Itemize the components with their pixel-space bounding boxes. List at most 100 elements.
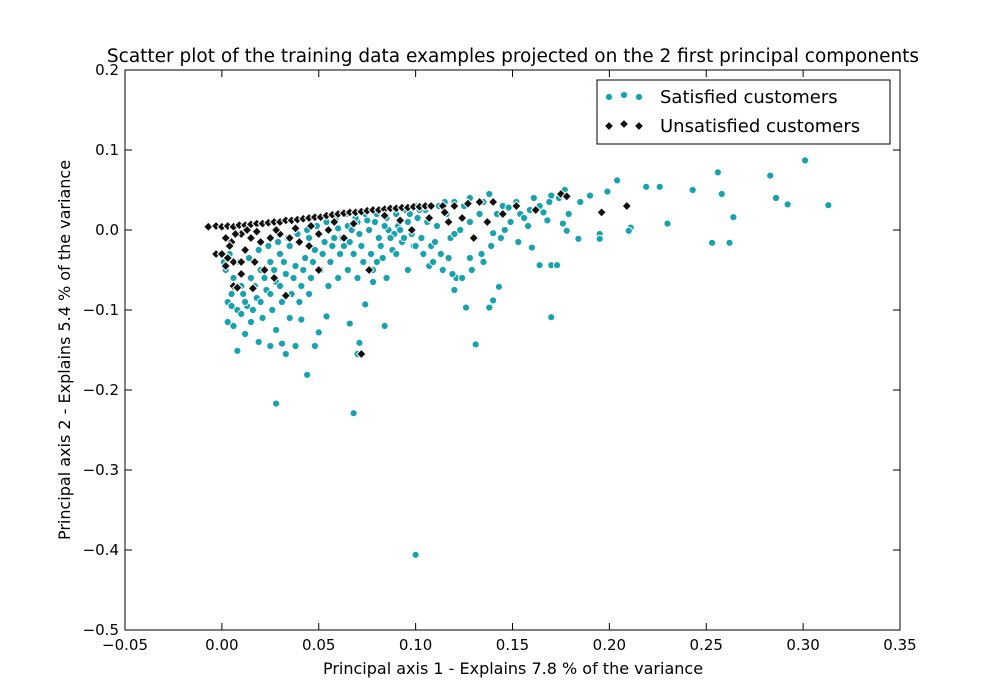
data-point <box>465 253 474 263</box>
data-point <box>273 237 283 247</box>
data-point <box>268 272 280 284</box>
data-point <box>328 241 337 251</box>
data-point <box>552 261 562 270</box>
data-point <box>353 273 362 283</box>
data-point <box>223 317 232 327</box>
y-tick-label: 0.0 <box>95 221 119 239</box>
data-point <box>295 297 304 307</box>
data-point <box>489 229 498 238</box>
data-point <box>456 212 468 224</box>
data-point <box>229 273 238 283</box>
data-point <box>624 226 633 235</box>
data-point <box>366 249 376 259</box>
data-point <box>264 241 273 251</box>
x-axis: −0.05 0.00 0.05 0.10 0.15 0.20 0.25 0.30 0.35 <box>102 70 917 654</box>
data-point <box>334 273 343 283</box>
data-point <box>430 237 440 247</box>
data-point <box>235 256 247 268</box>
data-point <box>254 245 263 255</box>
data-point <box>417 233 426 243</box>
data-point <box>275 249 285 259</box>
data-point <box>382 273 391 283</box>
data-point <box>249 256 261 268</box>
data-point <box>487 241 496 251</box>
data-point <box>241 329 250 339</box>
data-point <box>259 264 270 276</box>
data-point <box>289 273 298 283</box>
data-point <box>349 409 358 418</box>
data-point <box>338 232 350 244</box>
x-axis-label: Principal axis 1 - Explains 7.8 % of the… <box>323 659 703 678</box>
data-point <box>800 156 810 165</box>
data-point <box>228 256 239 268</box>
legend-marker <box>618 118 630 130</box>
data-point <box>489 296 498 305</box>
data-point <box>413 213 422 223</box>
y-tick-label: −0.2 <box>83 381 119 399</box>
data-point <box>248 305 257 315</box>
data-point <box>386 233 395 243</box>
data-point <box>265 232 276 244</box>
legend-marker <box>619 90 629 100</box>
data-point <box>227 289 236 299</box>
data-point <box>707 238 717 247</box>
data-point <box>308 257 318 267</box>
data-point <box>239 244 251 256</box>
data-point <box>230 228 241 240</box>
data-point <box>411 241 420 251</box>
legend-marker-satisfied <box>604 90 644 102</box>
data-point <box>285 241 294 251</box>
data-point <box>467 265 476 275</box>
data-point <box>642 182 651 191</box>
data-point <box>729 213 738 222</box>
data-point <box>487 196 499 208</box>
data-point <box>237 309 246 319</box>
data-point <box>220 260 232 272</box>
data-point <box>304 289 314 299</box>
data-point <box>439 207 450 218</box>
data-point <box>281 349 290 359</box>
data-point <box>304 233 314 243</box>
data-point <box>324 281 333 291</box>
data-point <box>376 241 385 251</box>
data-point <box>428 257 438 267</box>
x-tick-label: 0.00 <box>205 636 238 654</box>
data-point <box>328 216 340 228</box>
data-point <box>275 281 285 291</box>
legend-marker <box>603 120 615 132</box>
data-point <box>688 185 697 195</box>
data-point <box>523 221 533 231</box>
data-point <box>279 257 288 267</box>
data-point <box>423 212 435 224</box>
x-tick-label: 0.05 <box>302 636 335 654</box>
data-point <box>458 273 467 283</box>
data-point <box>394 215 406 226</box>
data-point <box>284 232 295 244</box>
y-tick-label: −0.3 <box>83 461 119 479</box>
data-point <box>266 289 275 299</box>
data-point <box>497 208 509 220</box>
data-point <box>403 217 412 227</box>
y-tick-label: −0.1 <box>83 301 119 319</box>
data-point <box>260 273 269 283</box>
data-point <box>310 245 319 255</box>
data-point <box>514 237 523 247</box>
data-point <box>235 268 247 280</box>
data-point <box>266 341 275 351</box>
data-point <box>357 241 366 251</box>
data-point <box>246 317 256 327</box>
data-point <box>372 257 381 267</box>
data-point <box>349 249 358 259</box>
data-point <box>380 321 389 331</box>
data-point <box>247 283 259 294</box>
data-point <box>561 191 573 202</box>
data-point <box>543 216 552 225</box>
data-point <box>576 197 585 207</box>
data-point <box>306 273 316 283</box>
data-point <box>477 249 486 259</box>
data-point <box>448 269 457 279</box>
y-axis-label: Principal axis 2 - Explains 5.4 % of the… <box>55 160 74 540</box>
data-point <box>380 221 389 231</box>
data-point <box>285 313 294 323</box>
